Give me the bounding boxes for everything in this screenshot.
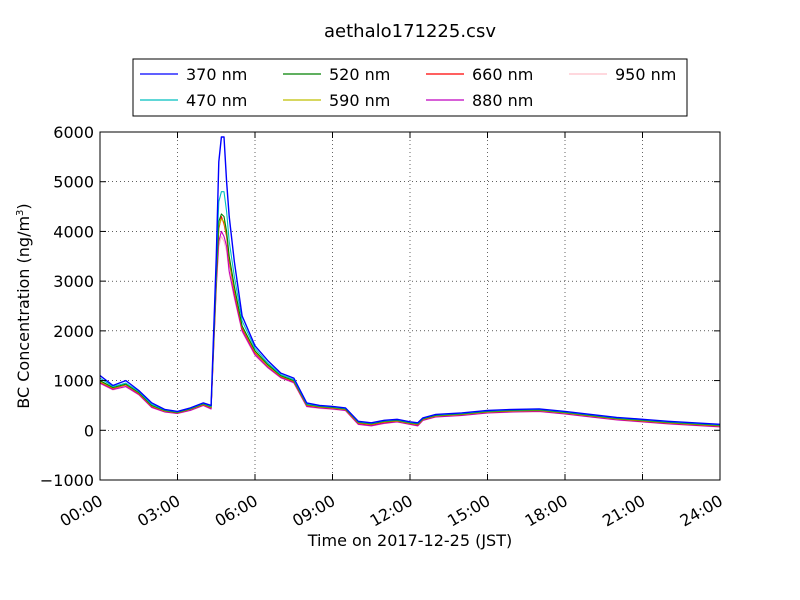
axis-ticks: [99, 131, 721, 481]
plot-area: [99, 131, 721, 481]
x-tick-label: 21:00: [599, 491, 648, 531]
series-line-370-nm: [99, 136, 721, 425]
y-tick-label: 6000: [53, 123, 94, 142]
y-tick-label: 3000: [53, 272, 94, 291]
x-axis-label: Time on 2017-12-25 (JST): [307, 531, 512, 550]
legend-label: 520 nm: [329, 65, 390, 84]
x-tick-label: 12:00: [367, 491, 416, 531]
legend-label: 880 nm: [472, 91, 533, 110]
legend-box: [132, 58, 688, 117]
y-tick-label: 0: [84, 421, 94, 440]
x-tick-label: 24:00: [677, 491, 726, 531]
y-tick-labels: 6000 5000 4000 3000 2000 1000 0 −1000: [40, 123, 94, 490]
series-lines: [99, 136, 721, 428]
y-axis-label-superscript: 3: [15, 210, 26, 216]
y-tick-label: 1000: [53, 372, 94, 391]
legend-label: 950 nm: [615, 65, 676, 84]
y-axis-label-close: ): [14, 203, 33, 209]
y-axis-label-main: BC Concentration (ng/m: [14, 216, 33, 409]
x-tick-label: 00:00: [57, 491, 106, 531]
y-tick-label: −1000: [40, 471, 94, 490]
series-line-880-nm: [99, 230, 721, 428]
y-tick-label: 2000: [53, 322, 94, 341]
x-tick-label: 06:00: [212, 491, 261, 531]
legend: 370 nm 470 nm 520 nm 590 nm 660 nm 880 nm 950 …: [132, 58, 688, 117]
y-tick-label: 5000: [53, 173, 94, 192]
x-tick-label: 09:00: [289, 491, 338, 531]
y-tick-label: 4000: [53, 222, 94, 241]
legend-label: 470 nm: [186, 91, 247, 110]
legend-label: 660 nm: [472, 65, 533, 84]
x-tick-labels: 00:00 03:00 06:00 09:00 12:00 15:00 18:00 21:00…: [57, 491, 726, 531]
legend-items: 370 nm 470 nm 520 nm 590 nm 660 nm 880 nm 950 …: [140, 65, 676, 110]
y-axis-label: BC Concentration (ng/m3): [14, 203, 33, 408]
legend-label: 370 nm: [186, 65, 247, 84]
legend-label: 590 nm: [329, 91, 390, 110]
x-tick-label: 15:00: [444, 491, 493, 531]
chart-title: aethalo171225.csv: [324, 21, 496, 42]
x-tick-label: 03:00: [134, 491, 183, 531]
x-tick-label: 18:00: [522, 491, 571, 531]
